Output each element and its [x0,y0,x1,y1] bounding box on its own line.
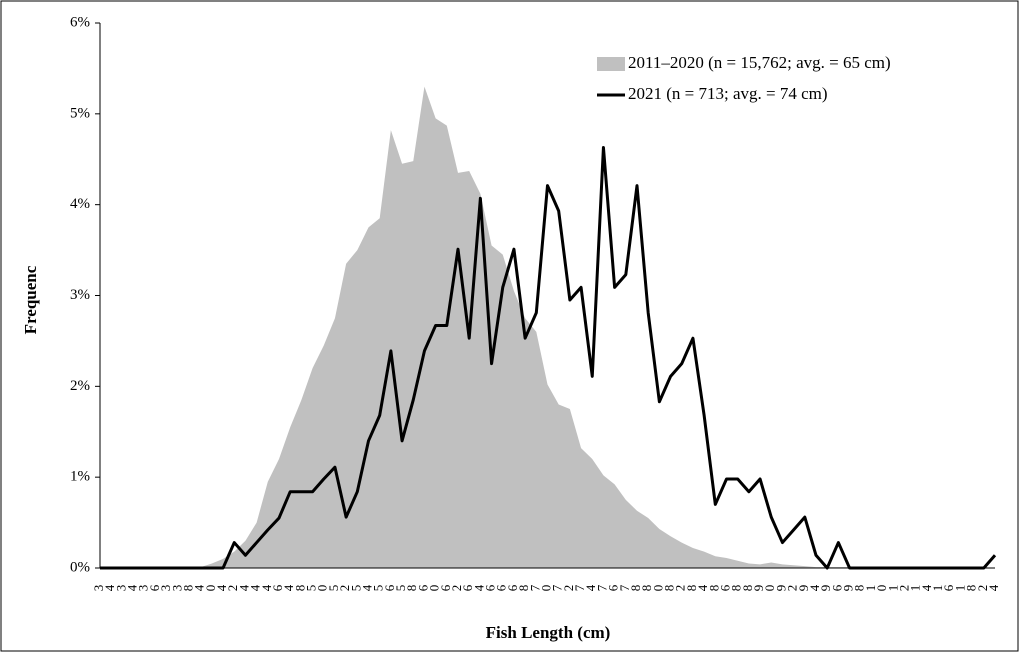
x-tick-label: 2 [225,585,240,592]
x-tick-label: 4 [986,584,1001,591]
x-tick-label: 9 [751,585,766,592]
x-tick-label: 9 [841,585,856,592]
x-tick-label: 5 [326,585,341,592]
x-tick-label: 4 [102,584,117,591]
x-tick-label: 2 [337,585,352,592]
y-axis-title: Frequenc [21,265,40,334]
y-tick-label: 1% [70,469,90,485]
x-tick-label: 7 [572,584,587,591]
x-tick-label: 9 [773,585,788,592]
area [100,86,995,568]
x-tick-label: 3 [91,585,106,592]
x-tick-label: 0 [874,585,889,592]
x-tick-label: 4 [236,584,251,591]
x-tick-label: 6 [460,584,475,591]
x-tick-label: 0 [538,585,553,592]
x-tick-label: 0 [762,585,777,592]
x-tick-label: 4 [259,584,274,591]
x-tick-label: 4 [214,584,229,591]
x-tick-label: 2 [673,585,688,592]
x-tick-label: 8 [292,585,307,592]
line [100,145,997,570]
x-tick-label: 2 [449,585,464,592]
x-tick-label: 8 [628,585,643,592]
x-tick-label: 4 [281,584,296,591]
x-tick-label: 8 [662,585,677,592]
x-tick-label: 4 [695,584,710,591]
x-tick-label: 9 [796,585,811,592]
x-tick-label: 6 [147,584,162,591]
x-tick-label: 6 [829,584,844,591]
legend-label: 2021 (n = 713; avg. = 74 cm) [628,84,828,103]
y-tick-label: 2% [70,378,90,394]
x-tick-label: 9 [818,585,833,592]
x-tick-label: 8 [964,585,979,592]
x-tick-label: 6 [505,584,520,591]
y-tick-label: 0% [70,559,90,575]
x-tick-label: 4 [807,584,822,591]
x-tick-label: 8 [516,585,531,592]
x-tick-label: 4 [359,584,374,591]
x-tick-label: 2 [896,585,911,592]
x-tick-label: 6 [494,584,509,591]
x-tick-label: 4 [919,584,934,591]
x-tick-label: 4 [192,584,207,591]
legend-label: 2011–2020 (n = 15,762; avg. = 65 cm) [628,53,891,72]
x-tick-label: 6 [415,584,430,591]
x-tick-label: 6 [483,584,498,591]
y-tick-label: 5% [70,105,90,121]
x-tick-label: 0 [650,585,665,592]
x-tick-label: 1 [863,585,878,592]
x-tick-label: 1 [952,585,967,592]
x-tick-label: 8 [729,585,744,592]
x-tick-label: 5 [304,585,319,592]
x-tick-label: 8 [706,585,721,592]
x-tick-label: 8 [639,585,654,592]
x-tick-label: 7 [527,584,542,591]
x-tick-label: 0 [203,585,218,592]
x-tick-label: 3 [169,585,184,592]
x-tick-label: 8 [684,585,699,592]
y-tick-label: 4% [70,196,90,212]
x-tick-label: 7 [617,584,632,591]
legend-swatch [597,57,625,71]
x-tick-label: 8 [404,585,419,592]
y-tick-label: 3% [70,287,90,303]
x-tick-label: 3 [113,585,128,592]
x-axis-title: Fish Length (cm) [486,623,611,642]
x-tick-label: 4 [471,584,486,591]
x-tick-label: 2 [975,585,990,592]
x-tick-label: 6 [270,584,285,591]
x-tick-label: 7 [594,584,609,591]
x-tick-label: 2 [561,585,576,592]
x-tick-label: 3 [158,585,173,592]
x-tick-label: 0 [315,585,330,592]
x-tick-label: 6 [438,584,453,591]
x-tick-label: 1 [885,585,900,592]
x-tick-label: 4 [583,584,598,591]
x-tick-label: 7 [550,584,565,591]
x-tick-label: 8 [180,585,195,592]
x-tick-label: 1 [908,585,923,592]
x-tick-label: 8 [852,585,867,592]
x-tick-label: 6 [606,584,621,591]
y-tick-label: 6% [70,14,90,30]
x-tick-label: 5 [393,585,408,592]
x-tick-label: 5 [348,585,363,592]
x-tick-label: 6 [941,584,956,591]
x-tick-label: 8 [740,585,755,592]
x-tick-label: 1 [930,585,945,592]
x-tick-label: 3 [136,585,151,592]
x-tick-label: 6 [717,584,732,591]
x-tick-label: 6 [382,584,397,591]
x-tick-label: 2 [785,585,800,592]
x-tick-label: 4 [125,584,140,591]
x-tick-label: 5 [371,585,386,592]
x-tick-label: 0 [427,585,442,592]
x-tick-label: 4 [248,584,263,591]
